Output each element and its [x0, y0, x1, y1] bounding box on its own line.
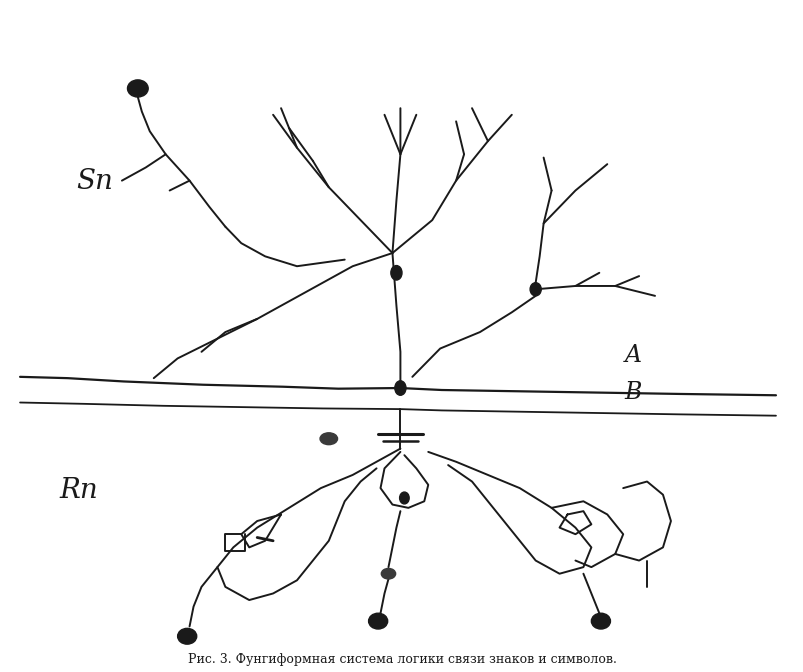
Ellipse shape: [320, 433, 337, 445]
Circle shape: [177, 628, 197, 644]
Ellipse shape: [529, 283, 540, 296]
Ellipse shape: [399, 492, 409, 504]
Text: A: A: [624, 343, 641, 367]
Ellipse shape: [394, 381, 406, 395]
Text: Рис. 3. Фунгиформная система логики связи знаков и символов.: Рис. 3. Фунгиформная система логики связ…: [187, 653, 616, 666]
Ellipse shape: [390, 265, 402, 280]
Circle shape: [591, 614, 609, 629]
Ellipse shape: [381, 569, 395, 579]
Text: Rn: Rn: [59, 477, 99, 504]
Circle shape: [128, 80, 148, 97]
Text: Sn: Sn: [75, 167, 112, 194]
Circle shape: [368, 614, 387, 629]
Text: B: B: [624, 381, 642, 405]
